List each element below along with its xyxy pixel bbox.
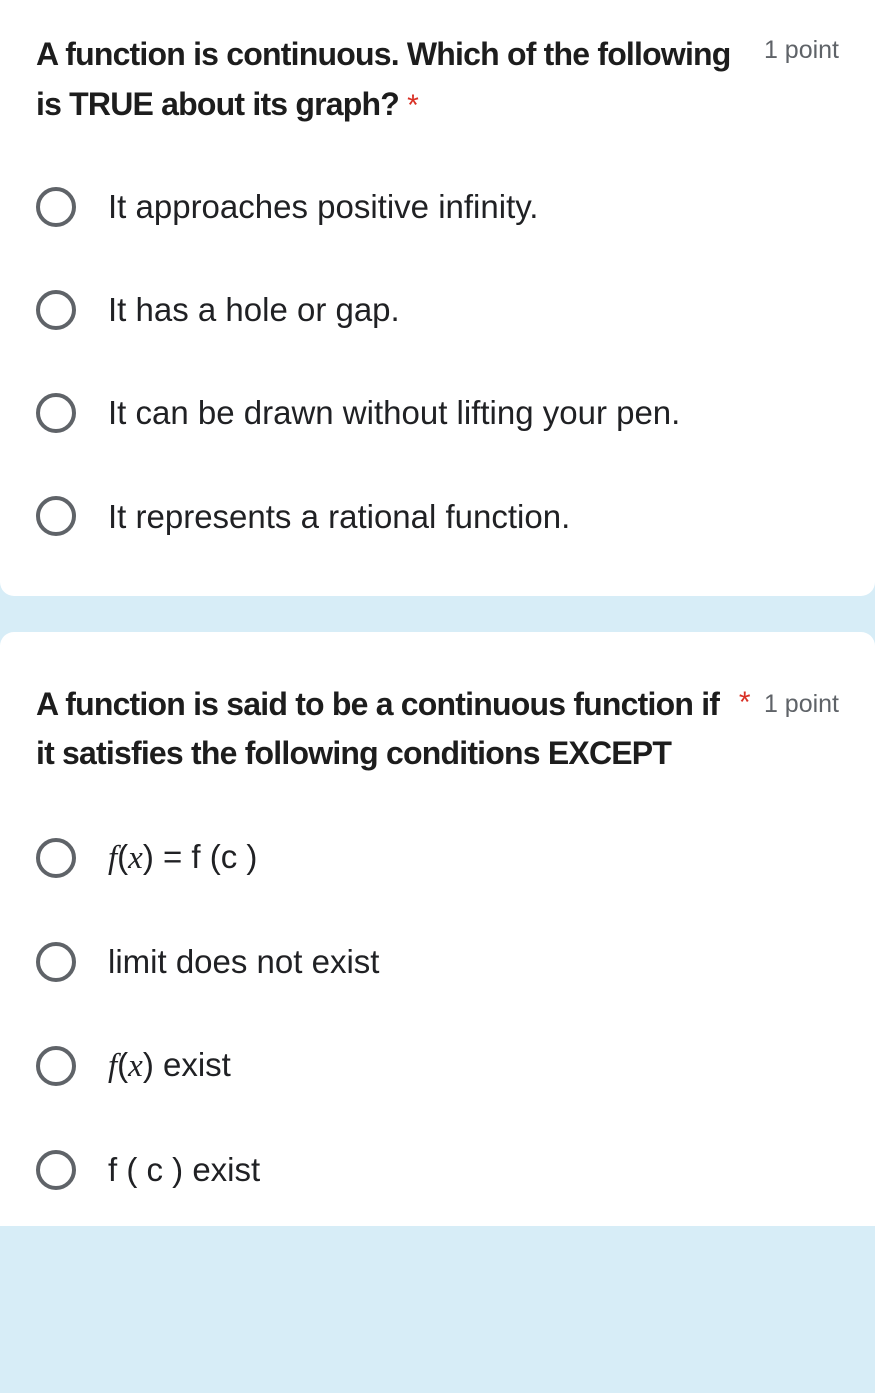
question-card-2: A function is said to be a continuous fu… (0, 632, 875, 1226)
option-row[interactable]: f(x) = f (c ) (36, 831, 839, 884)
radio-icon[interactable] (36, 1046, 76, 1086)
question-header: A function is continuous. Which of the f… (36, 30, 839, 129)
option-row[interactable]: It approaches positive infinity. (36, 181, 839, 232)
option-label: f ( c ) exist (108, 1144, 260, 1195)
question-title: A function is said to be a continuous fu… (36, 680, 729, 779)
option-label: f(x) exist (108, 1039, 231, 1092)
radio-icon[interactable] (36, 838, 76, 878)
question-title-text: A function is continuous. Which of the f… (36, 36, 731, 122)
option-label: It can be drawn without lifting your pen… (108, 387, 680, 438)
radio-icon[interactable] (36, 942, 76, 982)
option-row[interactable]: It represents a rational function. (36, 491, 839, 542)
option-row[interactable]: It has a hole or gap. (36, 284, 839, 335)
radio-icon[interactable] (36, 496, 76, 536)
question-header: A function is said to be a continuous fu… (36, 680, 839, 779)
option-row[interactable]: f ( c ) exist (36, 1144, 839, 1195)
radio-icon[interactable] (36, 393, 76, 433)
points-label: 1 point (764, 690, 839, 718)
option-label: f(x) = f (c ) (108, 831, 257, 884)
radio-icon[interactable] (36, 1150, 76, 1190)
radio-icon[interactable] (36, 290, 76, 330)
option-label: It approaches positive infinity. (108, 181, 538, 232)
question-title-text: A function is said to be a continuous fu… (36, 686, 719, 772)
question-card-1: A function is continuous. Which of the f… (0, 0, 875, 596)
option-row[interactable]: f(x) exist (36, 1039, 839, 1092)
required-asterisk: * (739, 686, 751, 719)
option-label: It represents a rational function. (108, 491, 570, 542)
points-label: 1 point (764, 30, 839, 65)
option-row[interactable]: limit does not exist (36, 936, 839, 987)
option-row[interactable]: It can be drawn without lifting your pen… (36, 387, 839, 438)
question-title: A function is continuous. Which of the f… (36, 30, 754, 129)
radio-icon[interactable] (36, 187, 76, 227)
required-asterisk: * (407, 89, 418, 122)
option-label: limit does not exist (108, 936, 379, 987)
option-label: It has a hole or gap. (108, 284, 400, 335)
header-right: * 1 point (739, 680, 839, 720)
